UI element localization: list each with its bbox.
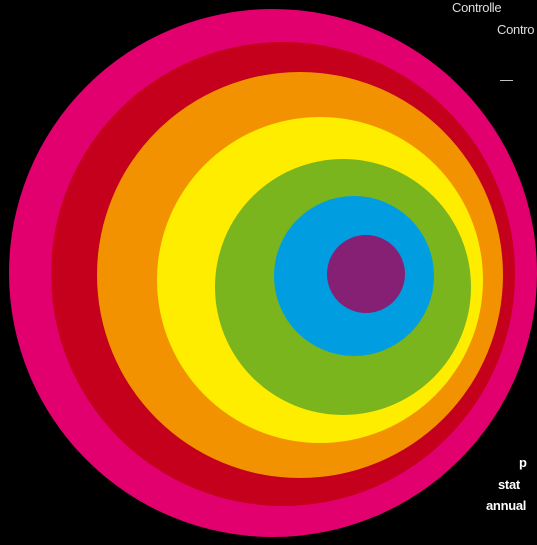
top-line: Controlle <box>452 0 502 15</box>
bottom-line: stat <box>498 477 520 492</box>
ring-purple <box>327 235 405 313</box>
top-line: Contro <box>497 22 535 37</box>
bottom-line: p <box>519 455 527 470</box>
bottom-line: annual <box>486 498 527 513</box>
top-line: — <box>500 72 513 87</box>
